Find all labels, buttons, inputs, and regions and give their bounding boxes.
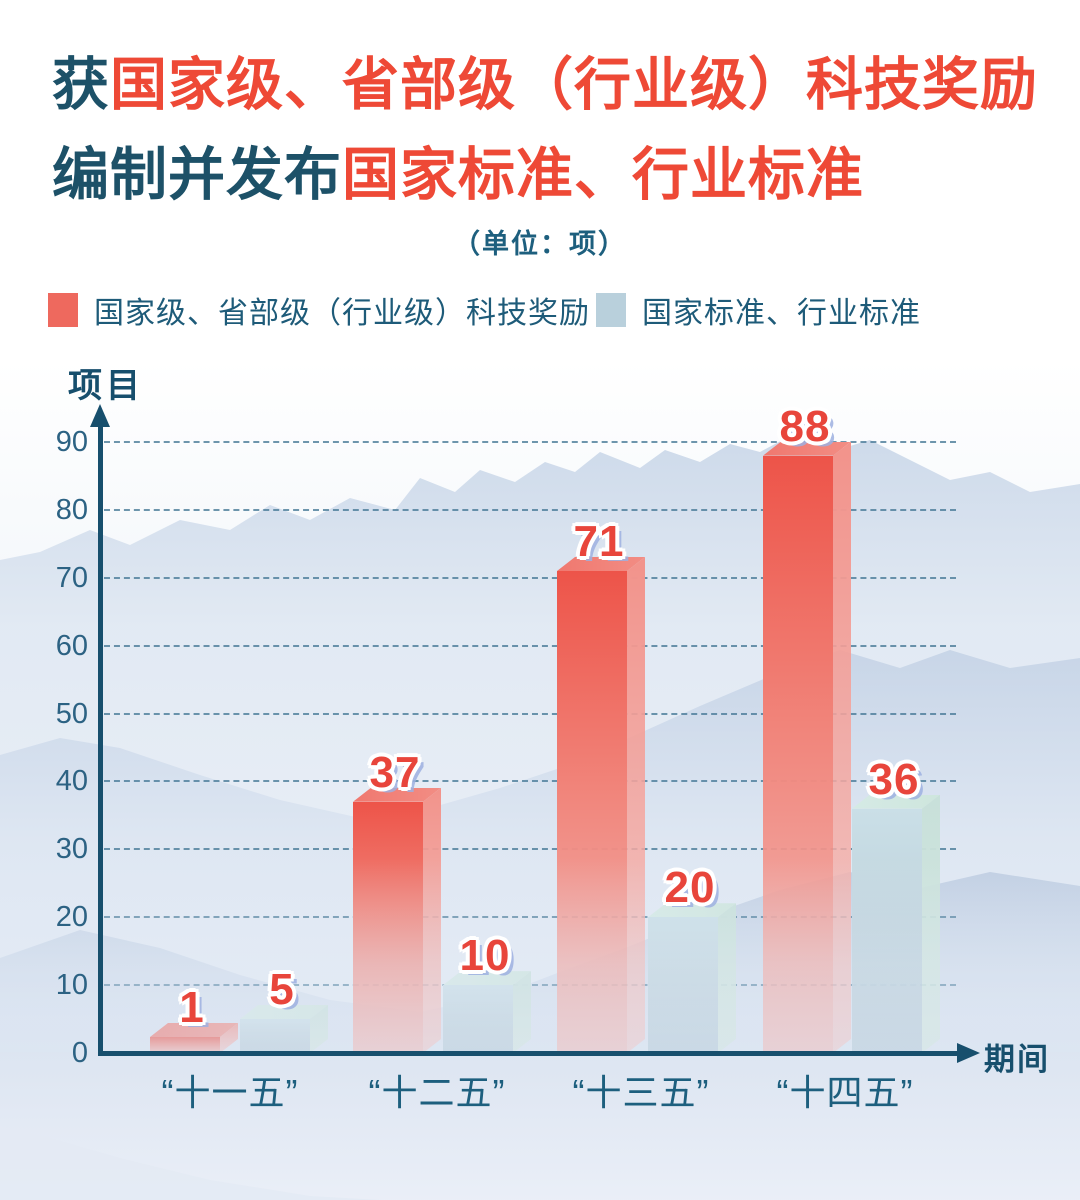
x-axis-title: 期间 (984, 1042, 1050, 1077)
y-tick-label-0: 0 (71, 1037, 88, 1069)
title-line1-emphasis: 国家级、省部级（行业级）科技奖励 (110, 53, 1038, 117)
bar-top-face (852, 794, 940, 809)
gridline-70 (104, 576, 956, 579)
bar-value-label: 36 (868, 754, 920, 804)
x-category-label: “十三五” (572, 1072, 710, 1113)
page-title: 获国家级、省部级（行业级）科技奖励 编制并发布国家标准、行业标准 (52, 40, 1038, 220)
foreground-fog (0, 858, 1080, 1052)
gridline-60 (104, 644, 956, 647)
legend-swatch-standards (596, 293, 626, 327)
x-axis-line (98, 1051, 960, 1056)
gridline-90 (104, 441, 956, 443)
x-category-label: “十二五” (368, 1072, 506, 1113)
bar-top-face (353, 787, 441, 802)
gridline-30 (104, 848, 956, 851)
title-line-1: 获国家级、省部级（行业级）科技奖励 (52, 40, 1038, 130)
bar-top-face (763, 441, 851, 456)
x-axis-arrow-icon (957, 1043, 980, 1063)
y-axis-arrow-icon (90, 404, 110, 427)
bar-value-label: 5 (269, 965, 295, 1015)
bar-top-face (557, 556, 645, 571)
y-tick-label-60: 60 (55, 629, 88, 662)
y-tick-label-70: 70 (55, 561, 88, 594)
y-tick-label-10: 10 (55, 969, 88, 1002)
legend-item-awards: 国家级、省部级（行业级）科技奖励 (48, 288, 590, 332)
bar-value-label: 10 (459, 931, 511, 981)
title-line2-emphasis: 国家标准、行业标准 (342, 143, 864, 207)
y-axis-line (98, 424, 103, 1055)
title-line-2: 编制并发布国家标准、行业标准 (52, 130, 1038, 220)
y-axis-title: 项目 (68, 367, 144, 405)
legend-item-standards: 国家标准、行业标准 (596, 288, 921, 332)
bar-value-label: 37 (369, 747, 421, 797)
gridline-80 (104, 508, 956, 511)
bar-value-label: 71 (573, 516, 625, 566)
y-tick-label-30: 30 (55, 833, 88, 866)
y-tick-label-80: 80 (55, 493, 88, 526)
y-tick-label-20: 20 (55, 901, 88, 934)
unit-note: （单位：项） (453, 229, 627, 259)
title-line2-prefix: 编制并发布 (52, 143, 342, 207)
gridline-50 (104, 712, 956, 715)
legend-label-awards: 国家级、省部级（行业级）科技奖励 (94, 297, 590, 330)
y-tick-label-50: 50 (55, 697, 88, 730)
bar-value-label: 88 (779, 401, 831, 451)
legend-swatch-awards (48, 293, 78, 327)
y-tick-label-90: 90 (55, 426, 88, 458)
gridline-40 (104, 780, 956, 783)
x-category-label: “十四五” (776, 1072, 914, 1113)
title-line1-prefix: 获 (52, 53, 110, 117)
legend-label-standards: 国家标准、行业标准 (642, 297, 921, 330)
bar-value-label: 20 (664, 863, 716, 913)
bar-value-label: 1 (179, 983, 205, 1032)
y-tick-label-40: 40 (55, 765, 88, 798)
x-category-label: “十一五” (161, 1072, 299, 1113)
